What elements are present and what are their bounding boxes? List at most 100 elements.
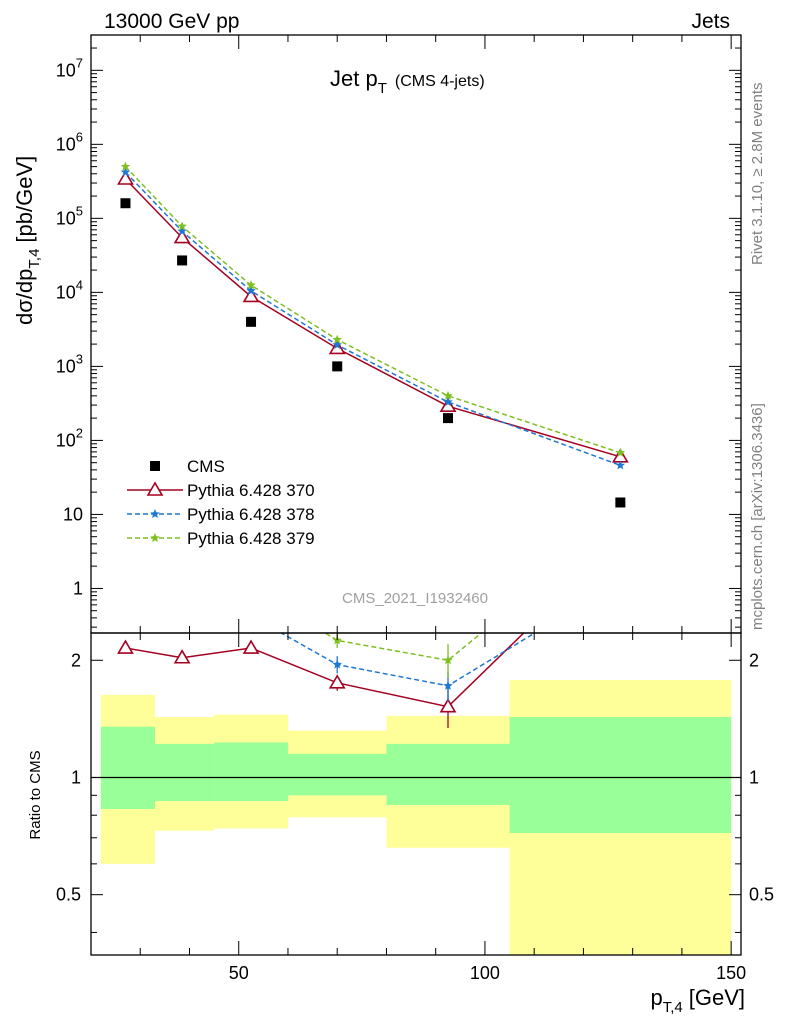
y-tick-label-6: 106	[56, 129, 83, 154]
inner-band-3	[287, 753, 387, 796]
header-right: Jets	[691, 10, 730, 33]
marker-p370-2	[242, 287, 260, 303]
y-tick-label-4: 104	[56, 277, 83, 302]
marker-p378-1	[177, 226, 187, 236]
y-tick-label-0: 1	[73, 578, 83, 598]
marker-p379-2	[246, 280, 256, 290]
uncertainty-bands	[91, 679, 741, 955]
ratio-line-p379	[324, 633, 483, 662]
marker-data-3	[332, 361, 343, 372]
ratio-tick-label-right-1: 1	[749, 767, 759, 787]
y-tick-label-5: 105	[56, 203, 83, 228]
marker-data-2	[246, 316, 257, 327]
plot-title-sub: T	[378, 80, 387, 97]
ratio-marker-p378-2	[246, 611, 256, 620]
legend-label-p379: Pythia 6.428 379	[187, 529, 315, 548]
legend: CMS Pythia 6.428 370 Pythia 6.428 378 Pythi…	[127, 457, 315, 548]
legend-label-p378: Pythia 6.428 378	[187, 505, 315, 524]
header-left: 13000 GeV pp	[104, 10, 239, 33]
labels: 13000 GeV pp Jets Rivet 3.1.10, ≥ 2.8M e…	[12, 10, 766, 1016]
marker-data-5	[615, 497, 626, 508]
y-tick-label-1: 10	[63, 504, 83, 524]
marker-p378-5	[615, 460, 626, 470]
marker-p379-5	[615, 447, 626, 457]
ratio-marker-p378-3	[332, 659, 342, 669]
marker-p378-3	[332, 339, 342, 349]
x-axis-label-main: p	[650, 985, 662, 1010]
ratio-marker-p379-5	[616, 514, 626, 523]
marker-p370-4	[439, 397, 457, 412]
plot-title-extra: (CMS 4-jets)	[395, 73, 485, 90]
x-tick-label-0: 50	[229, 963, 249, 983]
ratio-marker-p370-3	[328, 674, 346, 689]
inner-band-5	[509, 716, 732, 834]
ratio-marker-p370-2	[242, 639, 260, 654]
mcplots-note: mcplots.cern.ch [arXiv:1306.3436]	[749, 403, 766, 630]
x-tick-label-1: 100	[470, 963, 500, 983]
inner-band-4	[386, 743, 510, 805]
marker-data-1	[177, 255, 188, 266]
legend-label-p370: Pythia 6.428 370	[187, 481, 315, 500]
marker-p378-4	[443, 397, 453, 407]
inner-band-2	[214, 742, 288, 802]
plot-title-main: Jet p	[330, 66, 378, 91]
ratio-tick-label-left-0: 0.5	[56, 885, 81, 905]
ratio-marker-p378-0	[121, 608, 131, 617]
x-axis-label-unit: [GeV]	[689, 985, 745, 1010]
axes: 1 10 102 103 104 105 106 107 0.5 0.5 1 1 2 2 50 100 150	[56, 34, 774, 983]
ratio-marker-p379-0	[121, 581, 131, 590]
ratio-marker-p370-5	[613, 532, 627, 544]
line-p370	[124, 178, 621, 458]
marker-p379-3	[332, 334, 342, 344]
rivet-note: Rivet 3.1.10, ≥ 2.8M events	[749, 83, 766, 266]
ratio-marker-p379-1	[177, 592, 187, 601]
ratio-tick-label-right-0: 0.5	[749, 885, 774, 905]
y-axis-label-unit: [pb/GeV]	[12, 156, 37, 243]
legend-marker-data	[150, 461, 160, 471]
marker-p370-0	[117, 170, 134, 185]
ratio-marker-p378-4	[443, 680, 453, 690]
ratio-line-p378	[279, 633, 537, 687]
analysis-id: CMS_2021_I1932460	[342, 590, 488, 607]
ratio-marker-p370-4	[439, 698, 457, 713]
legend-label-data: CMS	[187, 457, 225, 476]
ratio-marker-p370-0	[117, 639, 134, 654]
marker-p370-3	[328, 339, 346, 355]
marker-p370-1	[173, 228, 191, 244]
ratio-line-p370	[125, 633, 525, 708]
marker-p379-4	[443, 390, 453, 400]
main-series	[117, 161, 629, 508]
ratio-tick-label-left-1: 1	[71, 767, 81, 787]
ratio-tick-label-right-2: 2	[749, 650, 759, 670]
ratio-marker-p379-2	[246, 581, 256, 590]
x-axis-label: pT,4 [GeV]	[650, 985, 745, 1016]
x-axis-label-sub: T,4	[663, 999, 683, 1016]
legend-marker-p378	[150, 509, 160, 519]
marker-p378-2	[246, 285, 256, 295]
line-p379	[124, 166, 621, 454]
plot-title: Jet pT (CMS 4-jets)	[330, 66, 485, 97]
ratio-marker-p370-1	[173, 649, 191, 664]
y-axis-label: dσ/dpT,4 [pb/GeV]	[12, 156, 43, 325]
ratio-y-label: Ratio to CMS	[27, 750, 44, 839]
y-tick-label-2: 102	[56, 425, 83, 450]
x-tick-label-2: 150	[716, 963, 746, 983]
legend-marker-p370	[146, 481, 164, 496]
y-tick-label-7: 107	[56, 55, 83, 80]
ratio-frame	[90, 632, 742, 956]
ratio-marker-p379-4	[443, 655, 453, 665]
line-p378	[124, 171, 621, 467]
ratio-tick-label-left-2: 2	[71, 650, 81, 670]
ratio-marker-p378-1	[177, 618, 187, 627]
y-tick-label-3: 103	[56, 351, 83, 376]
y-axis-label-sub: T,4	[26, 249, 43, 269]
marker-p379-0	[120, 161, 131, 171]
legend-marker-p379	[150, 533, 160, 543]
y-axis-label-main: dσ/dp	[12, 269, 37, 325]
marker-p379-1	[177, 221, 187, 231]
inner-band-1	[155, 743, 215, 802]
marker-data-4	[443, 413, 454, 424]
marker-p378-0	[120, 167, 131, 177]
ratio-marker-p378-5	[616, 576, 626, 585]
